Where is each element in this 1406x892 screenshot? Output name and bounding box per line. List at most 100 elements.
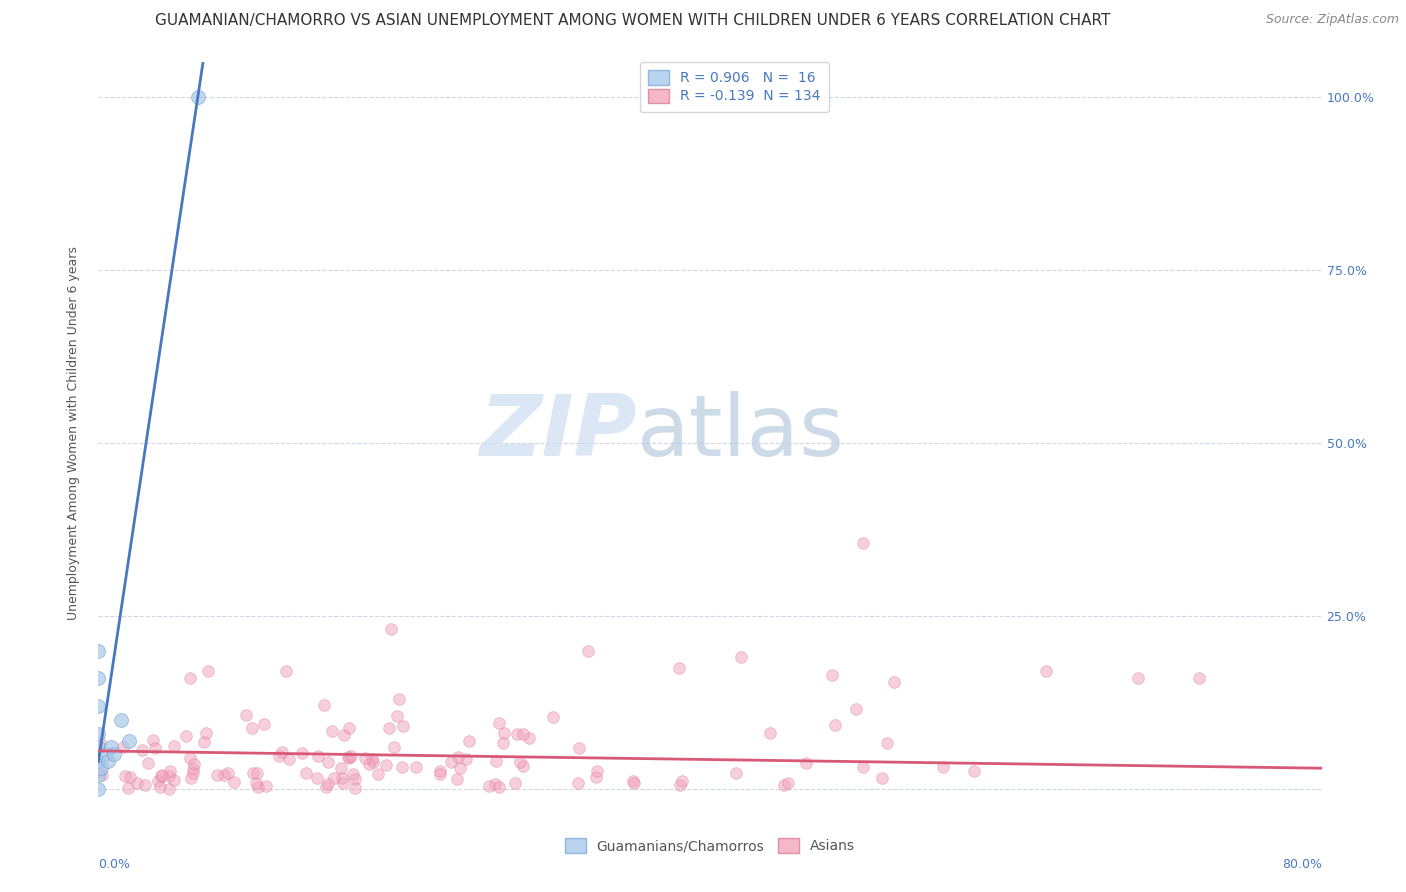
Point [87,726,110,740]
Point [93,747,115,762]
Point [360,752,382,766]
Point [446,772,468,786]
Text: atlas: atlas [637,391,845,475]
Point [759,725,782,739]
Point [180,771,202,785]
Point [87,768,110,782]
Point [157,781,180,796]
Point [385,709,408,723]
Point [342,767,364,781]
Point [1188,671,1211,685]
Point [852,760,875,774]
Point [380,622,402,636]
Point [90,761,112,775]
Point [512,759,534,773]
Point [91,768,114,782]
Point [378,721,401,735]
Point [195,726,218,740]
Point [621,773,644,788]
Point [314,698,336,712]
Point [87,643,110,657]
Point [114,769,136,783]
Point [1128,671,1150,685]
Point [488,715,510,730]
Point [845,702,868,716]
Point [242,765,264,780]
Point [97,754,120,768]
Point [458,734,481,748]
Point [245,775,267,789]
Point [146,774,169,789]
Point [315,780,337,795]
Point [585,770,607,784]
Point [353,751,375,765]
Point [217,765,239,780]
Point [278,752,301,766]
Point [193,734,215,748]
Point [794,756,817,771]
Point [322,771,344,785]
Point [359,757,381,772]
Point [343,780,366,795]
Point [429,767,451,781]
Point [103,747,125,762]
Point [246,765,269,780]
Point [340,748,363,763]
Point [89,736,111,750]
Point [291,747,314,761]
Point [568,741,591,756]
Point [117,781,139,796]
Point [883,674,905,689]
Point [125,775,148,789]
Point [488,780,510,794]
Point [240,722,263,736]
Point [149,780,172,794]
Point [110,713,132,727]
Point [671,773,693,788]
Point [181,762,204,776]
Point [509,755,531,769]
Point [374,758,396,772]
Text: ZIP: ZIP [479,391,637,475]
Point [321,723,343,738]
Point [337,751,360,765]
Point [179,751,201,765]
Point [361,756,384,770]
Point [247,780,270,794]
Point [512,727,534,741]
Text: GUAMANIAN/CHAMORRO VS ASIAN UNEMPLOYMENT AMONG WOMEN WITH CHILDREN UNDER 6 YEARS: GUAMANIAN/CHAMORRO VS ASIAN UNEMPLOYMENT… [155,13,1111,29]
Point [295,766,318,780]
Point [118,733,141,747]
Point [388,692,411,706]
Text: 80.0%: 80.0% [1282,858,1322,871]
Point [87,754,110,768]
Point [367,767,389,781]
Point [163,739,186,753]
Point [307,749,329,764]
Point [484,777,506,791]
Point [492,736,515,750]
Point [824,718,846,732]
Point [271,745,294,759]
Point [318,777,340,791]
Point [778,776,800,790]
Point [330,771,353,785]
Point [506,727,529,741]
Point [332,776,354,790]
Point [157,769,180,783]
Point [134,778,156,792]
Point [517,731,540,745]
Point [503,776,526,790]
Point [440,755,463,769]
Point [89,764,111,779]
Point [543,710,565,724]
Point [382,739,405,754]
Point [222,774,245,789]
Point [235,708,257,723]
Point [821,667,844,681]
Point [181,766,204,780]
Point [336,749,359,764]
Point [205,768,228,782]
Point [316,755,339,769]
Point [567,776,589,790]
